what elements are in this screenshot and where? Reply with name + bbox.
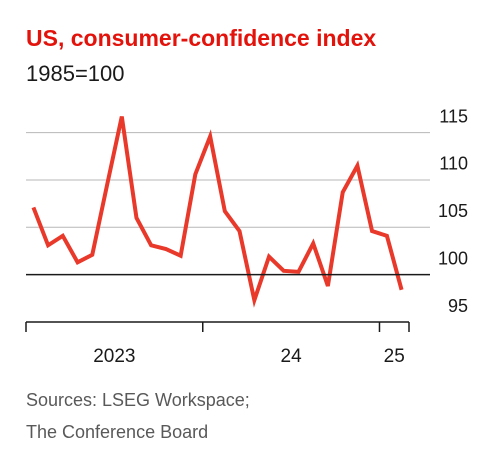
x-tick-label: 2023 [93,346,135,367]
source: Sources: LSEG Workspace; [26,390,250,410]
y-tick-label: 105 [438,201,468,221]
y-tick-label: 115 [439,106,468,126]
chart-title: US, consumer-confidence index [26,25,376,51]
chart-subtitle: 1985=100 [26,61,125,86]
line [31,116,404,308]
y-tick-label: 100 [438,248,468,268]
source: The Conference Board [26,422,208,442]
y-tick-label: 95 [448,296,468,316]
x-tick-label: 25 [384,346,405,367]
x-tick-label: 24 [281,346,303,367]
y-tick-label: 110 [439,154,468,174]
